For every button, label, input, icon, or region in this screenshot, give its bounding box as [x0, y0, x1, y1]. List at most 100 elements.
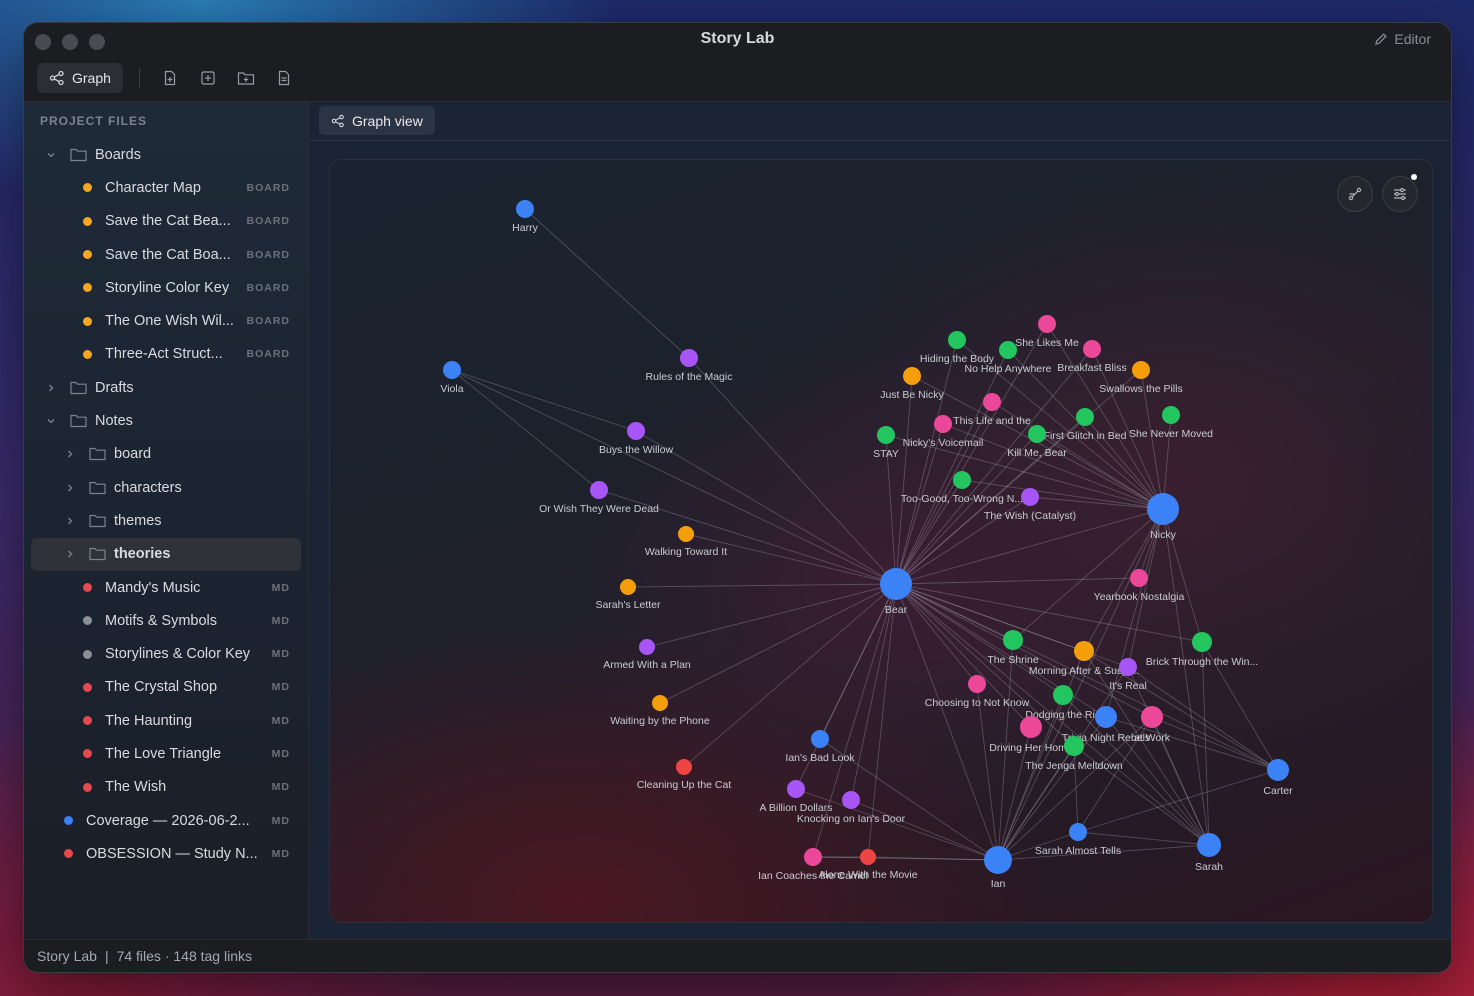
graph-settings-button[interactable] [1382, 176, 1418, 212]
graph-node-waiting[interactable]: Waiting by the Phone [610, 695, 710, 727]
graph-node-dot[interactable] [877, 426, 895, 444]
graph-node-breakfast[interactable]: Breakfast Bliss [1057, 340, 1127, 374]
graph-node-firstglitch[interactable]: First Glitch in Bed [1044, 408, 1127, 442]
graph-node-dot[interactable] [999, 341, 1017, 359]
graph-node-morning[interactable]: Morning After & Suspi... [1029, 641, 1139, 677]
file-row[interactable]: Three-Act Struct... BOARD [24, 338, 308, 371]
graph-node-dot[interactable] [678, 526, 694, 542]
graph-layout-button[interactable] [1337, 176, 1373, 212]
file-row[interactable]: The Crystal Shop MD [24, 671, 308, 704]
graph-node-dot[interactable] [1003, 630, 1023, 650]
graph-canvas[interactable]: Harry Viola Rules of the Magic Buys the Wil… [330, 160, 1432, 922]
graph-node-swallows[interactable]: Swallows the Pills [1099, 361, 1183, 395]
graph-node-dot[interactable] [1162, 406, 1180, 424]
graph-node-jenga[interactable]: The Jenga Meltdown [1025, 736, 1123, 772]
file-row[interactable]: Save the Cat Bea... BOARD [24, 205, 308, 238]
chevron-right-icon[interactable] [65, 516, 75, 526]
graph-node-driving[interactable]: Driving Her Home [989, 716, 1073, 754]
graph-node-shrine[interactable]: The Shrine [987, 630, 1039, 666]
graph-node-dot[interactable] [1130, 569, 1148, 587]
new-board-button[interactable] [194, 64, 222, 92]
chevron-right-icon[interactable] [46, 383, 56, 393]
graph-node-dot[interactable] [804, 848, 822, 866]
graph-node-iansbad[interactable]: Ian's Bad Look [785, 730, 855, 764]
graph-node-orwish[interactable]: Or Wish They Were Dead [539, 481, 659, 515]
graph-node-dot[interactable] [968, 675, 986, 693]
graph-node-dot[interactable] [620, 579, 636, 595]
graph-node-armed[interactable]: Armed With a Plan [603, 639, 691, 671]
editor-button[interactable]: Editor [1374, 31, 1431, 47]
graph-node-alone[interactable]: Alone With the Movie [818, 849, 918, 881]
tab-graph-view[interactable]: Graph view [319, 106, 435, 135]
graph-panel[interactable]: Harry Viola Rules of the Magic Buys the Wil… [329, 159, 1433, 923]
new-folder-button[interactable] [232, 64, 260, 92]
graph-node-dot[interactable] [983, 393, 1001, 411]
file-row[interactable]: The Haunting MD [24, 704, 308, 737]
folder-row[interactable]: themes [24, 504, 308, 537]
graph-node-yearbook[interactable]: Yearbook Nostalgia [1094, 569, 1185, 603]
graph-node-bear[interactable]: Bear [880, 568, 912, 616]
graph-node-thislife[interactable]: This Life and the [953, 393, 1031, 427]
graph-node-dot[interactable] [627, 422, 645, 440]
file-row[interactable]: Mandy's Music MD [24, 571, 308, 604]
graph-node-brick[interactable]: Brick Through the Win... [1146, 632, 1258, 668]
graph-node-dot[interactable] [948, 331, 966, 349]
graph-node-sarahsletter[interactable]: Sarah's Letter [595, 579, 661, 611]
chevron-right-icon[interactable] [65, 483, 75, 493]
graph-node-dot[interactable] [842, 791, 860, 809]
graph-node-dot[interactable] [1141, 706, 1163, 728]
graph-node-dot[interactable] [676, 759, 692, 775]
file-row[interactable]: Storyline Color Key BOARD [24, 271, 308, 304]
folder-row[interactable]: board [24, 438, 308, 471]
new-note-button[interactable] [270, 64, 298, 92]
graph-node-thewish[interactable]: The Wish (Catalyst) [984, 488, 1076, 522]
graph-node-voicemail[interactable]: Nicky's Voicemail [903, 415, 984, 449]
graph-node-dot[interactable] [516, 200, 534, 218]
folder-row[interactable]: Boards [24, 138, 308, 171]
graph-node-dot[interactable] [1064, 736, 1084, 756]
graph-node-dot[interactable] [1192, 632, 1212, 652]
graph-button[interactable]: Graph [37, 63, 123, 93]
graph-node-dot[interactable] [860, 849, 876, 865]
graph-node-billion[interactable]: A Billion Dollars [760, 780, 833, 814]
graph-node-iancoaches[interactable]: Ian Coaches the Camel [758, 848, 868, 882]
graph-node-dot[interactable] [880, 568, 912, 600]
graph-node-dot[interactable] [590, 481, 608, 499]
zoom-window-button[interactable] [89, 34, 105, 50]
graph-node-dot[interactable] [1021, 488, 1039, 506]
graph-node-sarah[interactable]: Sarah [1195, 833, 1223, 873]
file-row[interactable]: Coverage — 2026-06-2... MD [24, 804, 308, 837]
folder-row[interactable]: characters [24, 471, 308, 504]
graph-node-dot[interactable] [1076, 408, 1094, 426]
graph-node-killme[interactable]: Kill Me, Bear [1007, 425, 1067, 459]
graph-node-dot[interactable] [984, 846, 1012, 874]
graph-node-sarahalmost[interactable]: Sarah Almost Tells [1035, 823, 1121, 857]
graph-node-carter[interactable]: Carter [1263, 759, 1293, 797]
folder-row[interactable]: Notes [24, 404, 308, 437]
chevron-down-icon[interactable] [46, 150, 56, 160]
graph-node-atwork[interactable]: at Work [1134, 706, 1171, 744]
graph-node-dodging[interactable]: Dodging the Rid [1025, 685, 1101, 721]
new-file-button[interactable] [156, 64, 184, 92]
close-window-button[interactable] [35, 34, 51, 50]
file-row[interactable]: The One Wish Wil... BOARD [24, 304, 308, 337]
graph-node-dot[interactable] [652, 695, 668, 711]
graph-node-dot[interactable] [680, 349, 698, 367]
graph-node-dot[interactable] [1119, 658, 1137, 676]
graph-node-dot[interactable] [1074, 641, 1094, 661]
graph-node-dot[interactable] [1267, 759, 1289, 781]
graph-node-hiding[interactable]: Hiding the Body [920, 331, 995, 365]
graph-node-ian[interactable]: Ian [984, 846, 1012, 890]
file-row[interactable]: The Love Triangle MD [24, 737, 308, 770]
folder-row[interactable]: Drafts [24, 371, 308, 404]
chevron-right-icon[interactable] [65, 549, 75, 559]
graph-node-dot[interactable] [443, 361, 461, 379]
file-row[interactable]: Storylines & Color Key MD [24, 637, 308, 670]
file-row[interactable]: Save the Cat Boa... BOARD [24, 238, 308, 271]
graph-node-walking[interactable]: Walking Toward It [645, 526, 727, 558]
graph-node-dot[interactable] [1069, 823, 1087, 841]
graph-node-viola[interactable]: Viola [440, 361, 464, 395]
graph-node-justbe[interactable]: Just Be Nicky [880, 367, 945, 401]
file-row[interactable]: OBSESSION — Study N... MD [24, 837, 308, 870]
file-row[interactable]: Motifs & Symbols MD [24, 604, 308, 637]
